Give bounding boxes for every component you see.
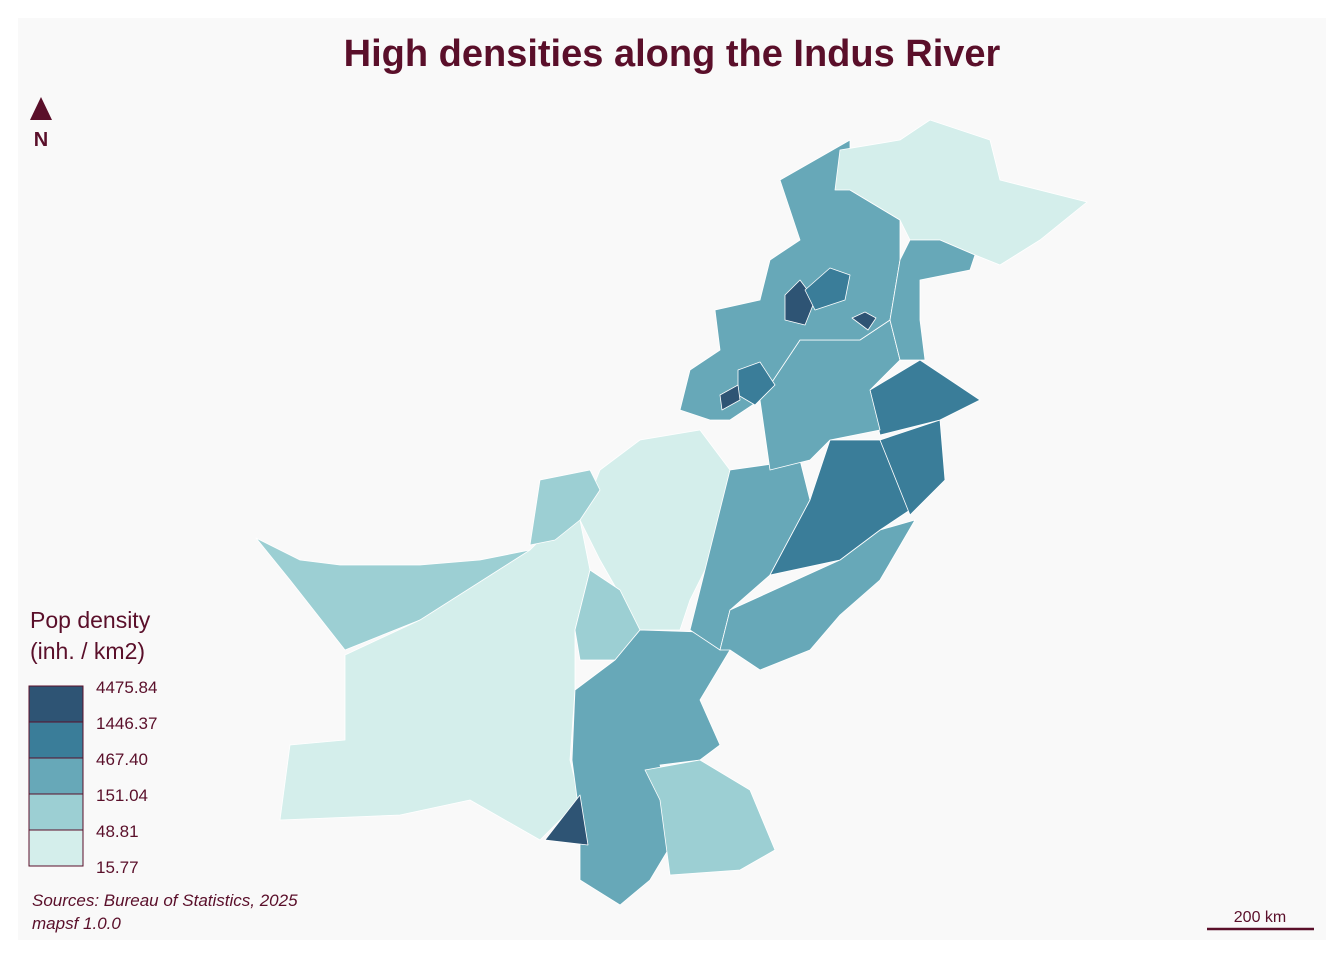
region: [544, 794, 589, 846]
legend-title: Pop density: [30, 607, 151, 633]
legend-swatch: [28, 829, 84, 867]
legend-break-label: 151.04: [96, 786, 148, 805]
north-label: N: [34, 129, 48, 151]
region: [719, 384, 741, 411]
legend-break-label: 1446.37: [96, 714, 157, 733]
map-regions: [255, 119, 1088, 906]
legend-swatch: [28, 721, 84, 759]
legend-break-label: 4475.84: [96, 678, 157, 697]
north-arrow: N: [30, 97, 52, 151]
region: [644, 759, 776, 876]
legend-break-label: 467.40: [96, 750, 148, 769]
legend-title: (inh. / km2): [30, 638, 145, 664]
region: [851, 311, 877, 331]
credit-note: mapsf 1.0.0: [32, 914, 121, 933]
legend-swatch: [28, 793, 84, 831]
legend: Pop density (inh. / km2) 4475.84 1446.37 4…: [28, 607, 157, 877]
source-note: Sources: Bureau of Statistics, 2025: [32, 891, 298, 910]
region: [889, 239, 976, 361]
legend-break-label: 48.81: [96, 822, 139, 841]
legend-swatch: [28, 757, 84, 795]
region: [879, 419, 946, 516]
region: [834, 119, 1088, 266]
legend-break-label: 15.77: [96, 858, 139, 877]
region: [571, 629, 731, 906]
region: [804, 267, 851, 311]
region: [529, 469, 601, 546]
legend-swatch: [28, 685, 84, 723]
region: [719, 519, 916, 671]
north-arrow-icon: [30, 97, 52, 120]
scale-label: 200 km: [1234, 909, 1286, 926]
scale-bar: 200 km: [1207, 909, 1314, 931]
map-title: High densities along the Indus River: [344, 33, 1001, 75]
